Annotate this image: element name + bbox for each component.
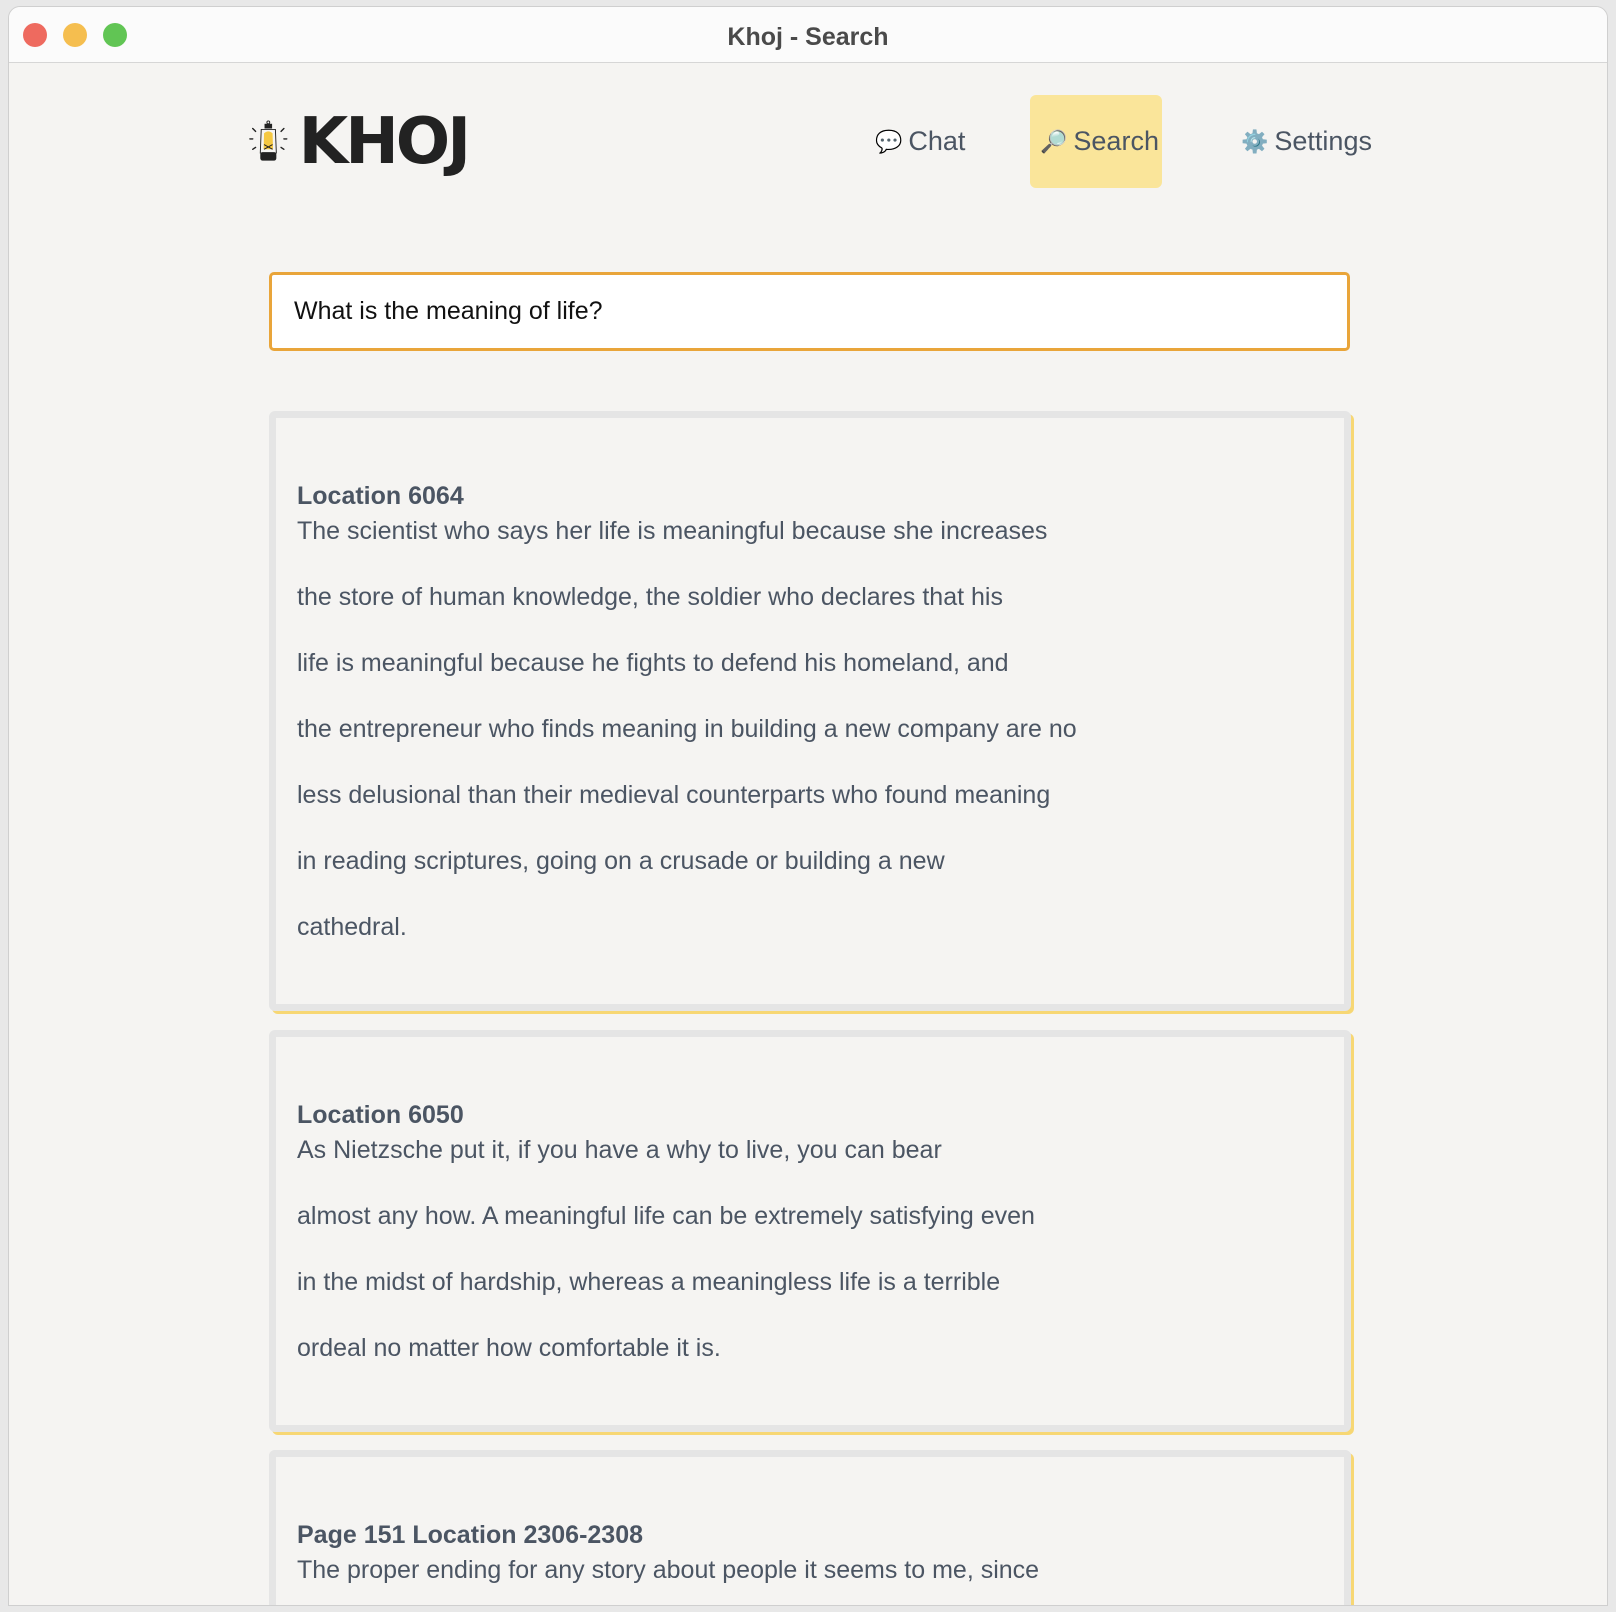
close-button[interactable] <box>23 23 47 47</box>
magnifier-icon: 🔎 <box>1040 128 1068 154</box>
gear-icon: ⚙️ <box>1241 128 1269 154</box>
result-line: less delusional than their medieval coun… <box>297 781 1051 809</box>
window-title: Khoj - Search <box>727 23 889 51</box>
result-line: The scientist who says her life is meani… <box>297 517 1048 545</box>
result-card: Location 6050 As Nietzsche put it, if yo… <box>269 1030 1351 1432</box>
nav-settings[interactable]: ⚙️ Settings <box>1231 95 1382 188</box>
result-line: in the midst of hardship, whereas a mean… <box>297 1268 1001 1296</box>
result-line: the entrepreneur who finds meaning in bu… <box>297 715 1077 743</box>
app-window: Khoj - Search KHOJ 💬 Chat 🔎 Search ⚙️ Se… <box>8 6 1608 1606</box>
result-heading: Location 6050 <box>297 1101 464 1129</box>
nav-search[interactable]: 🔎 Search <box>1030 95 1162 188</box>
zoom-button[interactable] <box>103 23 127 47</box>
result-line: cathedral. <box>297 913 407 941</box>
nav-settings-label: Settings <box>1274 126 1372 156</box>
result-line: almost any how. A meaningful life can be… <box>297 1202 1035 1230</box>
nav-search-label: Search <box>1073 126 1159 156</box>
logo-text: KHOJ <box>298 104 471 179</box>
result-heading: Page 151 Location 2306-2308 <box>297 1521 644 1549</box>
chat-bubble-icon: 💬 <box>875 128 903 154</box>
nav-chat-label: Chat <box>908 126 966 156</box>
search-input[interactable] <box>269 272 1350 351</box>
result-card: Location 6064 The scientist who says her… <box>269 411 1351 1011</box>
khoj-logo[interactable]: KHOJ <box>248 96 471 187</box>
result-line: ordeal no matter how comfortable it is. <box>297 1334 721 1362</box>
result-card: Page 151 Location 2306-2308 The proper e… <box>269 1450 1351 1605</box>
result-line: life is meaningful because he fights to … <box>297 649 1009 677</box>
title-bar: Khoj - Search <box>9 7 1607 63</box>
result-line: in reading scriptures, going on a crusad… <box>297 847 945 875</box>
minimize-button[interactable] <box>63 23 87 47</box>
lantern-icon <box>249 120 288 161</box>
result-line: The proper ending for any story about pe… <box>297 1556 1040 1584</box>
result-heading: Location 6064 <box>297 482 464 510</box>
result-line: As Nietzsche put it, if you have a why t… <box>297 1136 942 1164</box>
result-line: the store of human knowledge, the soldie… <box>297 583 1003 611</box>
nav-chat[interactable]: 💬 Chat <box>865 95 975 188</box>
